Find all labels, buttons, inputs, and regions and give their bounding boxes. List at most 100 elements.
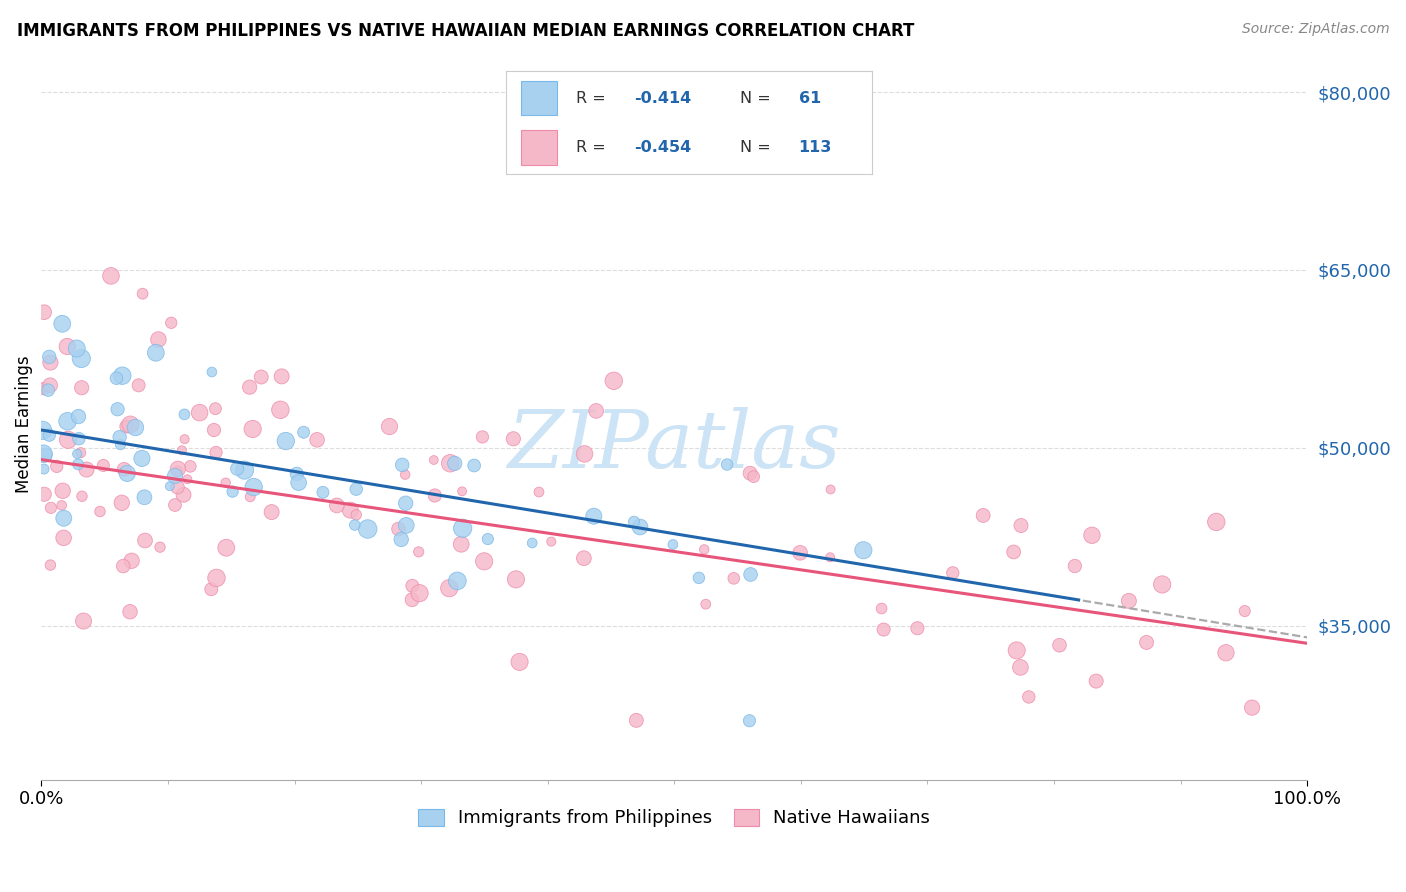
Point	[202, 423, 225, 437]
Point	[32, 382, 55, 396]
Point	[623, 515, 645, 529]
Point	[789, 546, 811, 560]
Point	[242, 422, 264, 436]
Point	[395, 496, 418, 510]
Point	[66, 447, 89, 461]
Point	[723, 571, 745, 585]
Point	[112, 462, 135, 476]
Point	[287, 475, 309, 490]
Point	[32, 447, 55, 461]
Point	[1018, 690, 1040, 704]
Point	[131, 286, 153, 301]
Point	[307, 433, 329, 447]
Point	[574, 447, 596, 461]
Point	[163, 498, 186, 512]
Point	[89, 504, 111, 518]
Point	[942, 566, 965, 580]
Point	[242, 480, 264, 494]
Text: ZIPatlas: ZIPatlas	[508, 407, 841, 484]
Point	[31, 423, 53, 437]
Point	[124, 420, 146, 434]
Point	[105, 371, 128, 385]
Point	[401, 592, 423, 607]
Point	[471, 430, 494, 444]
Point	[326, 499, 349, 513]
Point	[344, 482, 367, 496]
Point	[145, 345, 167, 359]
Point	[693, 542, 716, 557]
Point	[39, 355, 62, 369]
Text: R =: R =	[575, 140, 610, 155]
Point	[505, 573, 527, 587]
Point	[176, 472, 198, 486]
Point	[112, 559, 135, 574]
Text: 113: 113	[799, 140, 832, 155]
Point	[585, 404, 607, 418]
Point	[1205, 515, 1227, 529]
Y-axis label: Median Earnings: Median Earnings	[15, 355, 32, 493]
Point	[118, 605, 141, 619]
Point	[45, 459, 67, 474]
Point	[439, 581, 461, 595]
Point	[34, 448, 56, 462]
Point	[852, 543, 875, 558]
Point	[394, 467, 416, 482]
Point	[37, 383, 59, 397]
Point	[159, 479, 181, 493]
Point	[170, 443, 193, 458]
Point	[274, 434, 297, 448]
Point	[270, 369, 292, 384]
Point	[201, 365, 224, 379]
Legend: Immigrants from Philippines, Native Hawaiians: Immigrants from Philippines, Native Hawa…	[411, 801, 938, 835]
Point	[378, 419, 401, 434]
Point	[173, 488, 195, 502]
FancyBboxPatch shape	[520, 80, 557, 115]
Text: N =: N =	[740, 140, 776, 155]
Text: -0.454: -0.454	[634, 140, 692, 155]
Point	[239, 380, 262, 394]
Point	[269, 402, 291, 417]
Point	[972, 508, 994, 523]
Point	[603, 374, 626, 388]
Point	[391, 458, 413, 472]
Point	[423, 453, 446, 467]
Point	[451, 484, 474, 499]
Point	[443, 457, 465, 471]
Point	[214, 475, 236, 490]
Point	[56, 339, 79, 353]
Point	[292, 425, 315, 440]
Point	[389, 533, 412, 547]
Point	[343, 518, 366, 533]
Point	[1215, 646, 1237, 660]
Point	[39, 378, 62, 392]
Point	[463, 458, 485, 473]
Point	[215, 541, 238, 555]
Point	[250, 370, 273, 384]
Point	[716, 458, 738, 472]
Point	[39, 558, 62, 572]
Point	[472, 554, 495, 568]
Point	[870, 601, 893, 615]
Point	[56, 433, 79, 447]
Point	[439, 456, 461, 470]
Point	[52, 511, 75, 525]
Point	[818, 550, 841, 565]
Point	[582, 509, 605, 524]
Point	[395, 518, 418, 533]
Point	[205, 571, 228, 585]
Point	[451, 521, 474, 535]
Point	[69, 445, 91, 459]
Point	[163, 469, 186, 483]
Point	[110, 438, 132, 452]
Point	[1005, 643, 1028, 657]
Point	[167, 462, 190, 476]
Point	[339, 503, 361, 517]
Point	[1152, 577, 1174, 591]
Point	[52, 531, 75, 545]
Point	[67, 458, 90, 472]
Point	[128, 378, 150, 392]
Text: 61: 61	[799, 90, 821, 105]
Point	[1241, 700, 1264, 714]
Point	[738, 714, 761, 728]
Point	[502, 432, 524, 446]
